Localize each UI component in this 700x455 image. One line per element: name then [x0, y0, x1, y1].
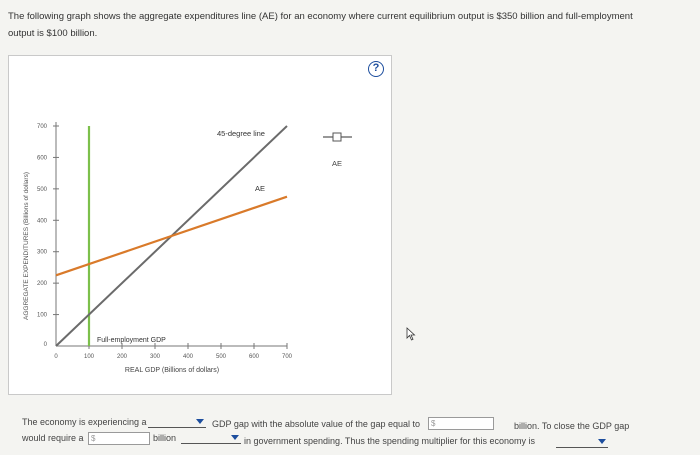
spending-direction-dropdown[interactable] [181, 432, 241, 444]
y-axis-label: AGGREGATE EXPENDITURES (Billions of doll… [23, 172, 30, 320]
y-tick-label: 300 [37, 250, 48, 256]
chevron-down-icon [598, 439, 606, 444]
dollar-sign-1: $ [91, 434, 96, 443]
legend-label: AE [332, 159, 342, 168]
spending-change-input[interactable]: $ [88, 432, 150, 445]
chevron-down-icon [231, 435, 239, 440]
x-tick-label: 600 [249, 354, 260, 360]
x-axis-label: REAL GDP (Billions of dollars) [125, 367, 219, 374]
y-tick-label: 100 [37, 313, 48, 319]
intro-line-2: output is $100 billion. [8, 28, 98, 39]
x-tick-label: 300 [150, 354, 161, 360]
x-tick-label: 400 [183, 354, 194, 360]
x-tick-label: 700 [282, 354, 293, 360]
dollar-sign-2: $ [431, 419, 436, 428]
ae-line[interactable] [55, 195, 288, 277]
mouse-cursor-icon [406, 327, 416, 341]
question-text-1a: The economy is experiencing a [22, 417, 147, 427]
y-ticks: 700 600 500 400 300 200 100 0 [37, 124, 59, 348]
y-tick-label: 400 [37, 218, 48, 224]
help-icon[interactable]: ? [368, 61, 384, 77]
question-intro: The following graph shows the aggregate … [8, 8, 688, 42]
ae-line-label: AE [255, 184, 265, 193]
graph-panel: AGGREGATE EXPENDITURES (Billions of doll… [8, 55, 392, 395]
y-tick-label: 200 [37, 281, 48, 287]
intro-line-1: The following graph shows the aggregate … [8, 11, 633, 22]
x-tick-label: 500 [216, 354, 227, 360]
y-tick-label: 500 [37, 187, 48, 193]
legend-handle-icon[interactable] [332, 132, 342, 142]
gap-type-dropdown[interactable] [148, 416, 206, 428]
question-text-2c: in government spending. Thus the spendin… [244, 436, 535, 446]
x-tick-label: 0 [54, 354, 58, 360]
45-degree-line-label: 45-degree line [217, 129, 265, 138]
y-tick-label: 700 [37, 124, 48, 130]
question-part-1: The economy is experiencing a would requ… [22, 414, 182, 446]
y-tick-label: 600 [37, 155, 48, 161]
question-text-2a: GDP gap with the absolute value of the g… [212, 419, 420, 429]
question-text-1b: would require a [22, 433, 84, 443]
x-tick-label: 200 [117, 354, 128, 360]
graph-svg: AGGREGATE EXPENDITURES (Billions of doll… [23, 122, 352, 374]
question-text-2b: billion. To close the GDP gap [514, 421, 630, 431]
legend[interactable]: AE [323, 132, 352, 168]
chevron-down-icon [196, 419, 204, 424]
billion-label: billion [153, 433, 177, 443]
y-tick-label: 0 [44, 342, 48, 348]
x-tick-label: 100 [84, 354, 95, 360]
gdp-gap-input[interactable]: $ [428, 417, 494, 430]
multiplier-dropdown[interactable] [556, 436, 608, 448]
full-employment-gdp-label: Full-employment GDP [97, 337, 166, 344]
